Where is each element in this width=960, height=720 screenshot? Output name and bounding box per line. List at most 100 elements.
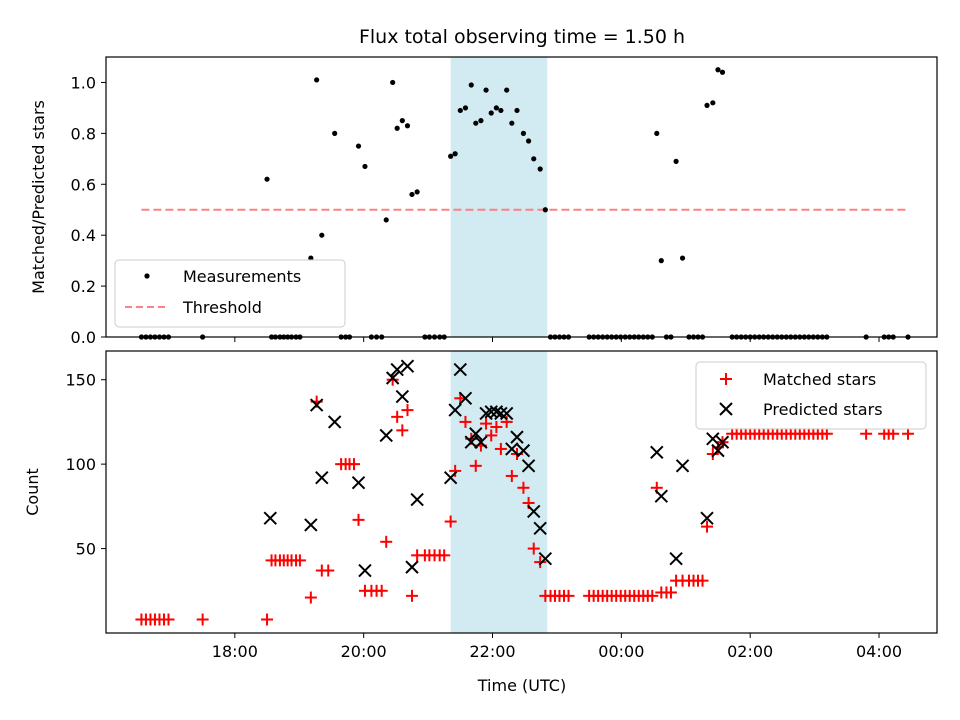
legend-predicted-label: Predicted stars bbox=[763, 400, 883, 419]
matched-point bbox=[664, 586, 677, 599]
predicted-point bbox=[669, 551, 683, 566]
matched-point bbox=[902, 427, 915, 440]
measurement-point bbox=[514, 107, 520, 114]
matched-point bbox=[348, 458, 361, 471]
measurement-point bbox=[457, 107, 463, 114]
predicted-point bbox=[711, 443, 725, 458]
measurement-point bbox=[483, 87, 489, 93]
matched-point bbox=[438, 549, 451, 562]
measurement-point bbox=[478, 118, 484, 124]
top-panel: 0.0 0.2 0.4 0.6 0.8 1.0 Matched/Predicted sta… bbox=[29, 56, 938, 347]
measurement-point bbox=[658, 258, 664, 264]
predicted-point bbox=[358, 563, 372, 578]
bottom-x-tick-label: 00:00 bbox=[598, 642, 644, 661]
predicted-point bbox=[715, 435, 730, 449]
top-y-tick-label: 0.6 bbox=[71, 175, 96, 194]
top-plot-marks bbox=[138, 67, 911, 340]
matched-point bbox=[396, 424, 409, 437]
top-y-tick-label: 1.0 bbox=[71, 73, 96, 92]
predicted-point bbox=[304, 518, 318, 532]
predicted-point bbox=[385, 371, 400, 385]
legend-matched-label: Matched stars bbox=[763, 370, 876, 389]
top-y-tick-label: 0.8 bbox=[71, 124, 96, 143]
top-y-tick-label: 0.0 bbox=[71, 328, 96, 347]
bottom-x-axis-label: Time (UTC) bbox=[477, 676, 566, 695]
measurement-point bbox=[719, 69, 726, 75]
matched-point bbox=[480, 417, 493, 430]
measurement-point bbox=[531, 156, 537, 162]
matched-point bbox=[490, 420, 503, 433]
predicted-point bbox=[505, 442, 519, 456]
bottom-x-ticks: 18:00 20:00 22:00 00:00 02:00 04:00 bbox=[212, 633, 902, 661]
predicted-point bbox=[410, 492, 424, 507]
top-y-axis-label: Matched/Predicted stars bbox=[29, 100, 48, 294]
measurement-point bbox=[362, 163, 368, 170]
matched-point bbox=[162, 613, 175, 626]
predicted-point bbox=[494, 406, 508, 421]
matched-point bbox=[527, 542, 540, 555]
measurement-point bbox=[448, 153, 454, 159]
matched-point bbox=[196, 613, 209, 626]
predicted-point bbox=[390, 362, 404, 377]
matched-point bbox=[646, 589, 659, 602]
legend-matched-marker bbox=[720, 373, 732, 385]
matched-point bbox=[494, 442, 507, 455]
predicted-point bbox=[351, 476, 366, 490]
measurement-point bbox=[488, 110, 494, 116]
measurement-point bbox=[399, 118, 405, 124]
matched-point bbox=[517, 481, 530, 494]
measurement-point bbox=[452, 151, 458, 157]
legend-predicted-marker bbox=[719, 402, 733, 416]
measurement-point bbox=[542, 207, 548, 213]
bottom-legend-box bbox=[695, 361, 927, 430]
matched-point bbox=[293, 554, 306, 567]
bottom-x-tick-label: 04:00 bbox=[856, 642, 902, 661]
top-legend-box bbox=[114, 259, 346, 328]
matched-point bbox=[469, 459, 482, 472]
top-x-ticks bbox=[234, 337, 880, 342]
bottom-y-ticks: 50 100 150 bbox=[65, 371, 106, 559]
bottom-y-tick-label: 150 bbox=[65, 371, 96, 390]
measurement-point bbox=[462, 105, 469, 111]
bottom-axes-frame bbox=[105, 350, 938, 634]
matched-point bbox=[375, 584, 388, 597]
bottom-x-tick-label: 22:00 bbox=[469, 642, 515, 661]
measurement-point bbox=[673, 158, 679, 164]
measurement-point bbox=[404, 123, 411, 129]
measurement-point bbox=[715, 67, 721, 73]
legend-measurements-marker bbox=[144, 273, 150, 279]
top-legend: Measurements Threshold bbox=[114, 259, 346, 328]
matched-point bbox=[459, 415, 472, 428]
chart-title: Flux total observing time = 1.50 h bbox=[359, 26, 685, 48]
matched-point bbox=[391, 410, 404, 423]
predicted-point bbox=[527, 504, 541, 519]
predicted-point bbox=[379, 428, 393, 443]
measurement-point bbox=[679, 255, 686, 261]
measurement-point bbox=[314, 77, 320, 83]
top-y-tick-label: 0.2 bbox=[71, 277, 96, 296]
measurement-point bbox=[473, 120, 479, 126]
bottom-x-tick-label: 18:00 bbox=[212, 642, 258, 661]
measurement-point bbox=[710, 100, 716, 106]
legend-threshold-label: Threshold bbox=[182, 298, 262, 317]
measurement-point bbox=[704, 102, 710, 108]
predicted-point bbox=[400, 359, 415, 373]
matched-point bbox=[405, 589, 418, 602]
predicted-point bbox=[405, 560, 419, 574]
predicted-point bbox=[327, 415, 342, 429]
top-y-tick-label: 0.4 bbox=[71, 226, 96, 245]
top-y-ticks: 0.0 0.2 0.4 0.6 0.8 1.0 bbox=[71, 73, 106, 347]
matched-point bbox=[352, 513, 365, 526]
measurement-point bbox=[355, 143, 362, 149]
matched-point bbox=[261, 613, 274, 626]
legend-measurements-label: Measurements bbox=[183, 267, 301, 286]
measurement-point bbox=[520, 130, 527, 136]
matched-point bbox=[820, 427, 833, 440]
measurement-point bbox=[504, 87, 510, 93]
matched-point bbox=[449, 464, 462, 477]
measurement-point bbox=[654, 130, 660, 136]
matched-point bbox=[322, 564, 335, 577]
predicted-point bbox=[469, 427, 483, 441]
predicted-point bbox=[654, 489, 668, 503]
